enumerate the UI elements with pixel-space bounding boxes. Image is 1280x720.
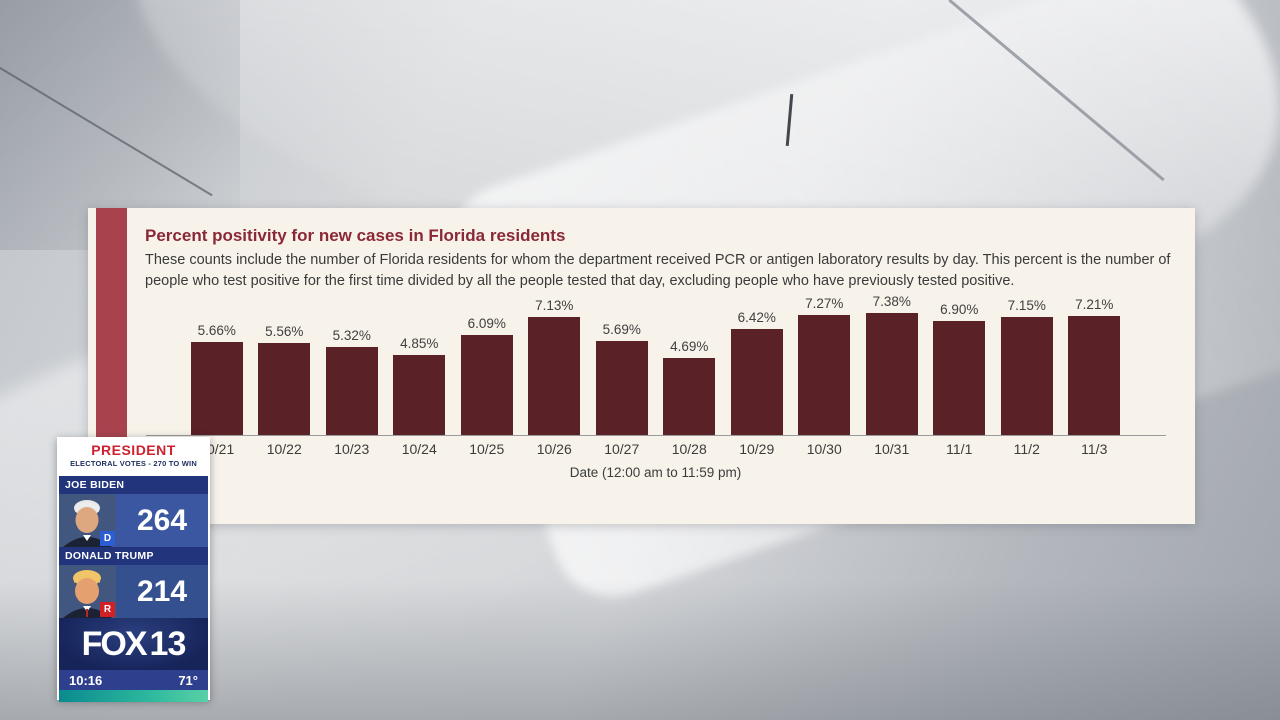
chart-panel: Percent positivity for new cases in Flor…: [88, 208, 1195, 524]
chart-title: Percent positivity for new cases in Flor…: [145, 226, 566, 245]
election-header: PRESIDENT ELECTORAL VOTES - 270 TO WIN: [59, 439, 208, 476]
bar-column: 7.38%: [858, 294, 926, 435]
bar-column: 7.15%: [993, 298, 1061, 435]
bar-value-label: 4.69%: [670, 339, 709, 354]
x-tick-label: 10/31: [874, 441, 910, 457]
x-axis-tick-labels: 10/21 10/22 10/23 10/24 10/25 10/26 10/27 10/28…: [183, 441, 1128, 457]
bar-value-label: 5.66%: [197, 323, 236, 338]
party-badge-d: D: [100, 531, 115, 546]
x-tick-label: 10/30: [806, 441, 842, 457]
fox-logo-text: FOX: [81, 624, 148, 663]
bar-column: 7.13%: [521, 298, 589, 435]
joe-biden-photo: D: [59, 494, 116, 547]
donald-trump-photo: R: [59, 565, 116, 618]
bar-column: 4.85%: [386, 336, 454, 435]
bar-value-label: 7.27%: [805, 296, 844, 311]
x-tick-label: 10/24: [401, 441, 437, 457]
bar: [258, 343, 311, 435]
bar-column: 5.69%: [588, 322, 656, 435]
bar: [663, 358, 716, 435]
bar-column: 5.66%: [183, 323, 251, 435]
candidate-name-trump: DONALD TRUMP: [59, 547, 208, 565]
election-subtitle: ELECTORAL VOTES - 270 TO WIN: [70, 459, 197, 468]
party-badge-r: R: [100, 602, 115, 617]
x-tick-label: 10/23: [334, 441, 370, 457]
x-axis-line: [146, 435, 1166, 436]
bar: [865, 313, 918, 435]
bar-column: 4.69%: [656, 339, 724, 435]
bar: [393, 355, 446, 435]
joe-biden-portrait-graphic: [59, 494, 116, 547]
bar: [595, 341, 648, 435]
election-overlay: PRESIDENT ELECTORAL VOTES - 270 TO WIN J…: [57, 437, 210, 702]
teal-strip: [59, 690, 208, 702]
bar-column: 7.27%: [791, 296, 859, 435]
bar-value-label: 5.56%: [265, 324, 304, 339]
x-tick-label: 11/2: [1013, 441, 1040, 457]
x-tick-label: 10/25: [469, 441, 505, 457]
x-tick-label: 11/3: [1081, 441, 1108, 457]
bar-value-label: 7.13%: [535, 298, 574, 313]
fox-logo-number: 13: [149, 624, 187, 663]
candidate-name-biden: JOE BIDEN: [59, 476, 208, 494]
bar-value-label: 6.09%: [467, 316, 506, 331]
x-axis-title: Date (12:00 am to 11:59 pm): [569, 465, 742, 480]
bar: [190, 342, 243, 435]
bar-column: 6.90%: [926, 302, 994, 435]
time-temperature-bar: 10:16 71°: [59, 670, 208, 690]
bar-column: 6.42%: [723, 310, 791, 435]
bar-value-label: 7.21%: [1075, 297, 1114, 312]
backdrop-bottom-shade: [0, 580, 1280, 720]
biden-electoral-votes: 264: [116, 494, 208, 547]
x-tick-label: 11/1: [946, 441, 973, 457]
bar-value-label: 5.69%: [602, 322, 641, 337]
trump-electoral-votes: 214: [116, 565, 208, 618]
chart-description: These counts include the number of Flori…: [145, 252, 1171, 290]
bar-column: 5.32%: [318, 328, 386, 435]
bar-value-label: 7.38%: [872, 294, 911, 309]
bar-chart: 5.66% 5.56% 5.32% 4.85% 6.09% 7.13% 5.69% 4.69%…: [183, 285, 1128, 435]
bar-value-label: 4.85%: [400, 336, 439, 351]
candidate-row-biden: D 264: [59, 494, 208, 547]
bar-value-label: 7.15%: [1007, 298, 1046, 313]
x-tick-label: 10/26: [536, 441, 572, 457]
bar-column: 5.56%: [251, 324, 319, 435]
bar: [730, 329, 783, 435]
bar-value-label: 6.42%: [737, 310, 776, 325]
candidate-row-trump: R 214: [59, 565, 208, 618]
bar-column: 6.09%: [453, 316, 521, 435]
election-title: PRESIDENT: [91, 442, 176, 458]
bar: [933, 321, 986, 435]
bar: [460, 335, 513, 435]
fox13-logo: FOX 13: [59, 618, 208, 670]
x-tick-label: 10/27: [604, 441, 640, 457]
bar: [528, 317, 581, 435]
bar: [1000, 317, 1053, 435]
bar: [1068, 316, 1121, 435]
temperature: 71°: [178, 672, 198, 688]
bar: [798, 315, 851, 435]
x-tick-label: 10/28: [671, 441, 707, 457]
bar-value-label: 5.32%: [332, 328, 371, 343]
clock: 10:16: [69, 672, 103, 688]
x-tick-label: 10/29: [739, 441, 775, 457]
bar: [325, 347, 378, 435]
bar-value-label: 6.90%: [940, 302, 979, 317]
bar-column: 7.21%: [1061, 297, 1129, 435]
x-tick-label: 10/22: [266, 441, 302, 457]
